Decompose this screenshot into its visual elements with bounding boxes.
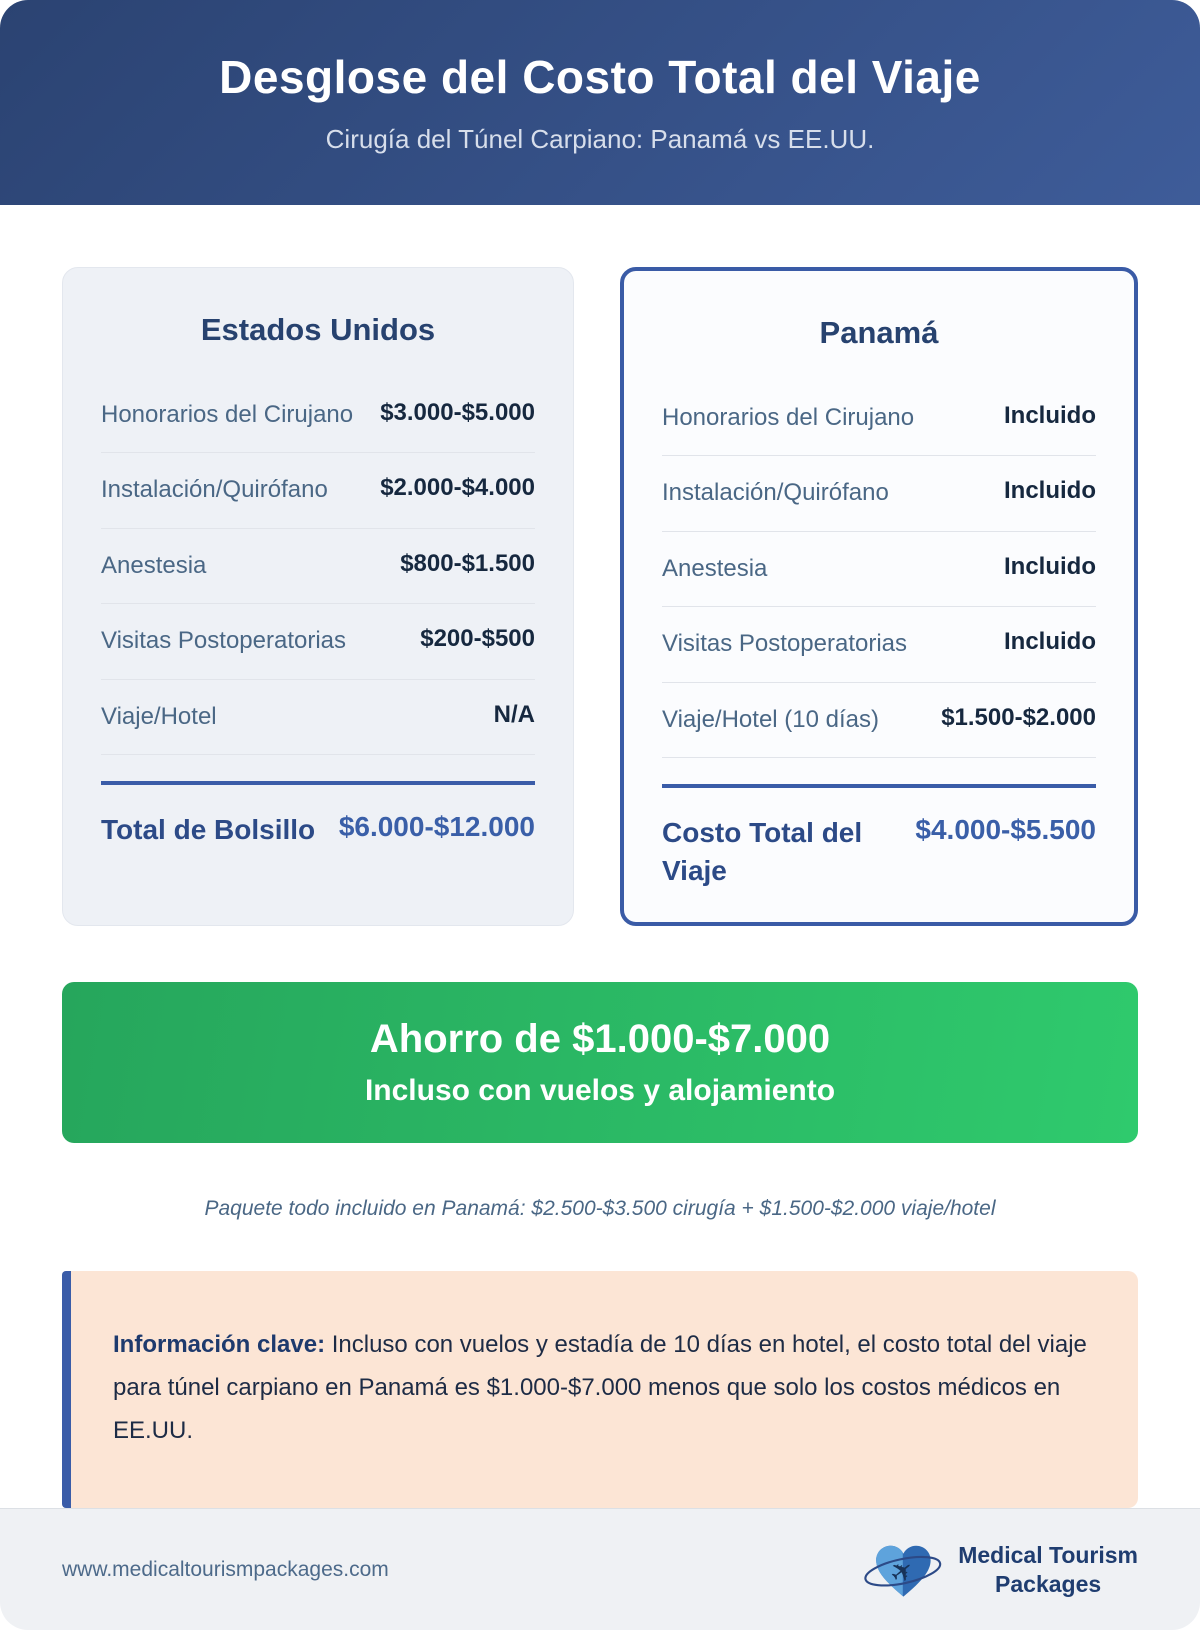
comparison-cards: Estados Unidos Honorarios del Cirujano $…	[62, 267, 1138, 926]
row-value: $200-$500	[420, 625, 535, 653]
table-row: Viaje/Hotel N/A	[101, 680, 535, 755]
row-label: Instalación/Quirófano	[101, 476, 328, 504]
table-row: Viaje/Hotel (10 días) $1.500-$2.000	[662, 683, 1096, 758]
row-label: Viaje/Hotel	[101, 702, 217, 730]
total-divider: Total de Bolsillo $6.000-$12.000	[101, 780, 535, 849]
total-row-panama: Costo Total del Viaje $4.000-$5.500	[662, 788, 1096, 890]
table-row: Honorarios del Cirujano $3.000-$5.000	[101, 378, 535, 454]
row-value: Incluido	[1004, 402, 1096, 429]
row-value: $2.000-$4.000	[380, 474, 535, 502]
brand-name-line1: Medical Tourism	[958, 1541, 1138, 1568]
row-label: Visitas Postoperatorias	[101, 627, 347, 655]
total-value: $4.000-$5.500	[915, 813, 1096, 845]
table-row: Instalación/Quirófano $2.000-$4.000	[101, 453, 535, 529]
table-row: Instalación/Quirófano Incluido	[662, 456, 1096, 532]
total-value: $6.000-$12.000	[338, 810, 535, 842]
row-value: Incluido	[1004, 477, 1096, 505]
table-row: Anestesia Incluido	[662, 532, 1096, 608]
info-box-accent-bar	[62, 1270, 71, 1508]
info-box-lead: Información clave:	[113, 1330, 326, 1358]
row-label: Honorarios del Cirujano	[662, 404, 915, 431]
row-value: $3.000-$5.000	[380, 399, 535, 426]
savings-subheadline: Incluso con vuelos y alojamiento	[364, 1073, 836, 1107]
row-label: Visitas Postoperatorias	[662, 630, 908, 658]
page-subtitle: Cirugía del Túnel Carpiano: Panamá vs EE…	[325, 124, 875, 154]
row-label: Viaje/Hotel (10 días)	[662, 705, 880, 733]
card-panama: Panamá Honorarios del Cirujano Incluido …	[620, 267, 1138, 926]
savings-banner: Ahorro de $1.000-$7.000 Incluso con vuel…	[62, 981, 1138, 1143]
savings-headline: Ahorro de $1.000-$7.000	[369, 1016, 831, 1061]
brand-logo: ✈ Medical Tourism Packages	[858, 1536, 1138, 1604]
table-row: Honorarios del Cirujano Incluido	[662, 381, 1096, 457]
table-row: Visitas Postoperatorias Incluido	[662, 607, 1096, 683]
heart-plane-icon: ✈	[864, 1545, 942, 1597]
row-value: Incluido	[1004, 552, 1096, 580]
key-info-box: Información clave: Incluso con vuelos y …	[62, 1270, 1138, 1508]
card-title-panama: Panamá	[819, 315, 939, 350]
total-label: Total de Bolsillo	[101, 813, 316, 845]
page-title: Desglose del Costo Total del Viaje	[219, 51, 981, 103]
row-label: Anestesia	[662, 554, 768, 582]
card-title-us: Estados Unidos	[200, 312, 436, 347]
table-row: Visitas Postoperatorias $200-$500	[101, 604, 535, 680]
row-value: $1.500-$2.000	[941, 703, 1096, 731]
row-label: Instalación/Quirófano	[662, 479, 889, 507]
brand-name-line2: Packages	[995, 1570, 1102, 1597]
total-label: Costo Total del Viaje	[662, 816, 863, 886]
package-note: Paquete todo incluido en Panamá: $2.500-…	[204, 1196, 996, 1220]
total-divider: Costo Total del Viaje $4.000-$5.500	[662, 783, 1096, 890]
brand-name: Medical Tourism Packages	[958, 1541, 1138, 1599]
row-value: $800-$1.500	[400, 549, 535, 577]
info-box-text: Información clave: Incluso con vuelos y …	[71, 1295, 1138, 1484]
card-estados-unidos: Estados Unidos Honorarios del Cirujano $…	[62, 267, 574, 926]
row-value: Incluido	[1004, 628, 1096, 656]
footer: www.medicaltourismpackages.com ✈ Medical…	[0, 1508, 1200, 1630]
table-row: Anestesia $800-$1.500	[101, 529, 535, 605]
header: Desglose del Costo Total del Viaje Cirug…	[0, 0, 1200, 205]
row-label: Anestesia	[101, 551, 207, 579]
row-value: N/A	[493, 700, 535, 728]
website-url: www.medicaltourismpackages.com	[62, 1557, 389, 1581]
info-box-body-text: Incluso con vuelos y estadía de 10 días …	[113, 1330, 1087, 1444]
total-row-us: Total de Bolsillo $6.000-$12.000	[101, 785, 535, 849]
row-label: Honorarios del Cirujano	[101, 401, 354, 428]
